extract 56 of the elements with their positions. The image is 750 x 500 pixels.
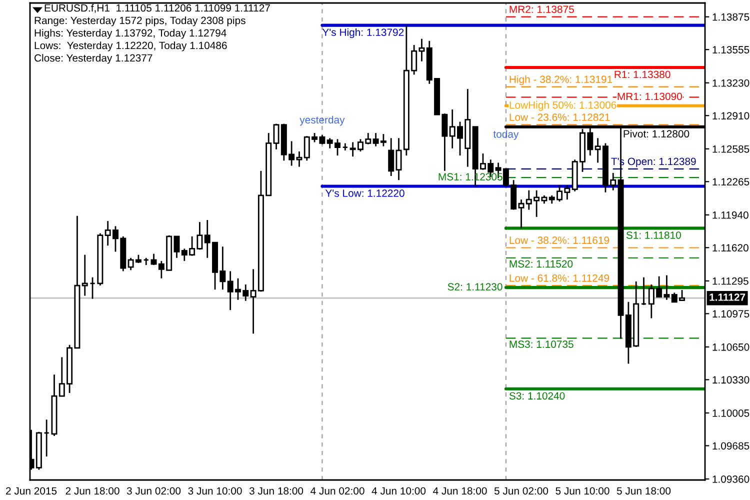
series-label: S3: 1.10240 — [509, 392, 565, 400]
x-tick-label: 2 Jun 18:00 — [66, 487, 120, 495]
series-label: MS3: 1.10735 — [510, 340, 574, 348]
ref-line-label: 1.11127 — [710, 294, 746, 301]
y-tick-label: 1.10005 — [712, 409, 750, 417]
y-tick-label: 1.11940 — [712, 211, 748, 219]
y-tick-label: 1.13555 — [712, 46, 750, 54]
candlestick — [342, 142, 348, 152]
x-tick-label: 4 Jun 02:00 — [310, 487, 364, 495]
y-tick-label: 1.10330 — [712, 376, 750, 384]
x-tick-label: 4 Jun 10:00 — [372, 487, 426, 495]
annotation: today — [493, 130, 519, 140]
y-tick-label: 1.12910 — [712, 112, 750, 120]
annotation: yesterday — [300, 116, 345, 126]
annotation: Close: Yesterday 1.12377 — [34, 54, 152, 64]
x-tick-label: 5 Jun 10:00 — [556, 487, 610, 495]
y-tick-label: 1.10650 — [712, 343, 750, 351]
annotation: Lows: Yesterday 1.12220, Today 1.10486 — [34, 42, 227, 52]
series-label: S2: 1.11230 — [448, 283, 502, 291]
y-tick-label: 1.11295 — [712, 277, 748, 285]
y-tick-label: 1.12265 — [712, 178, 750, 186]
candlestick — [82, 254, 88, 296]
y-tick-label: 1.12585 — [712, 145, 750, 153]
candlestick — [640, 276, 647, 306]
series-label: Low - 38.2%: 1.11619 — [510, 236, 610, 244]
y-tick-label: 1.13875 — [712, 13, 750, 21]
candlestick — [388, 137, 394, 177]
candlestick — [44, 418, 50, 458]
x-tick-label: 4 Jun 18:00 — [433, 487, 487, 495]
x-tick-label: 3 Jun 02:00 — [126, 487, 181, 495]
series-label: Y's High: 1.13792 — [322, 28, 404, 38]
y-tick-label: 1.09685 — [712, 442, 750, 450]
y-tick-label: 1.09360 — [712, 475, 750, 483]
series-label: Low - 23.6%: 1.12821 — [510, 114, 610, 121]
x-tick-label: 5 Jun 18:00 — [616, 487, 671, 495]
series-label: Pivot: 1.12800 — [624, 130, 690, 138]
series-label: R1: 1.13380 — [614, 70, 670, 78]
series-label: S1: 1.11810 — [626, 231, 681, 239]
candlestick — [90, 276, 96, 300]
x-tick-label: 2 Jun 2015 — [6, 487, 57, 495]
series-label: MS2: 1.11520 — [510, 260, 573, 268]
y-tick-label: 1.10975 — [712, 310, 750, 318]
series-label: MR1: 1.13090 — [618, 92, 682, 100]
series-label: Low - 61.8%: 1.11249 — [510, 274, 610, 282]
chart-title: EURUSD.f,H1 1.11105 1.11206 1.11099 1.11127 — [44, 4, 270, 13]
x-tick-label: 5 Jun 02:00 — [494, 487, 548, 495]
annotation: Highs: Yesterday 1.13792, Today 1.12794 — [34, 29, 226, 39]
candlestick — [518, 198, 524, 229]
y-tick-label: 1.11620 — [712, 244, 748, 252]
series-label: Y's Low: 1.12220 — [325, 190, 404, 197]
x-tick-label: 3 Jun 10:00 — [188, 487, 242, 495]
y-tick-label: 1.13230 — [712, 79, 750, 87]
x-tick-label: 3 Jun 18:00 — [249, 487, 304, 495]
annotation: Range: Yesterday 1572 pips, Today 2308 pips — [34, 16, 246, 26]
series-label: MR2: 1.13875 — [510, 6, 574, 14]
series-label: High - 38.2%: 1.13191 — [510, 75, 612, 86]
